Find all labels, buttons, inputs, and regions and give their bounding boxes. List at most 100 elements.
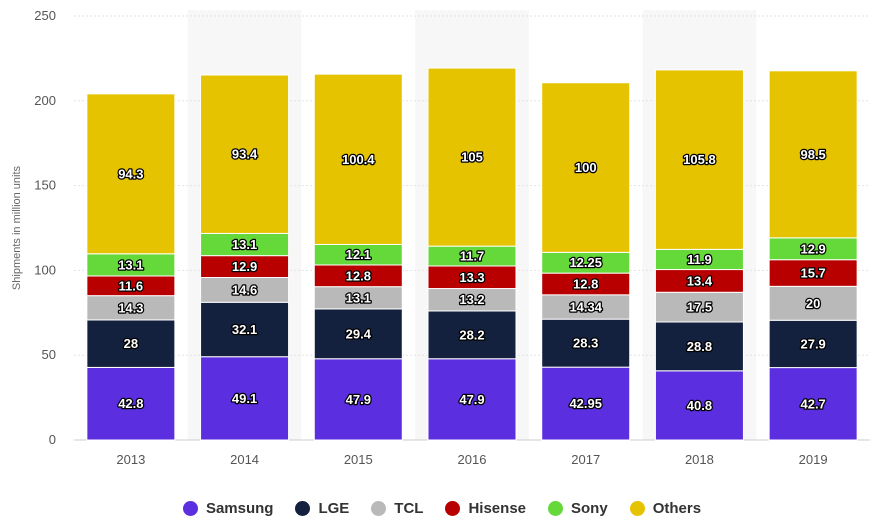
data-label: 98.5: [800, 147, 825, 162]
x-tick-label: 2018: [685, 452, 714, 467]
bar-samsung: [541, 366, 631, 441]
data-label: 14.34: [569, 299, 602, 314]
legend-marker-icon: [445, 500, 461, 516]
data-label: 28.3: [573, 336, 598, 351]
bar-samsung: [313, 358, 403, 441]
x-tick-label: 2017: [571, 452, 600, 467]
bar-samsung: [654, 370, 744, 441]
data-label: 14.6: [232, 282, 257, 297]
y-tick-label: 200: [34, 93, 56, 108]
data-label: 32.1: [232, 322, 257, 337]
bar-samsung: [86, 366, 176, 441]
data-label: 94.3: [118, 166, 143, 181]
data-labels: 42.8 28 14.3 11.6 13.1 94.3 49.1 32.1 14.6 12.9 13…: [117, 145, 827, 414]
data-label: 15.7: [800, 266, 825, 281]
x-axis-ticks: 2013 2014 2015 2016 2017 2018 2019: [116, 452, 827, 467]
legend-marker-icon: [371, 500, 387, 516]
data-label: 93.4: [232, 147, 258, 162]
legend-label: TCL: [394, 499, 424, 517]
data-label: 42.8: [118, 396, 143, 411]
data-label: 105: [461, 150, 483, 165]
data-label: 28.8: [687, 339, 712, 354]
data-label: 11.6: [119, 278, 144, 293]
legend: Samsung LGE TCL Hisense Sony Others: [0, 496, 884, 520]
data-label: 12.25: [569, 255, 602, 270]
bar-lge: [427, 310, 517, 360]
bar-tcl: [541, 294, 631, 320]
data-label: 42.7: [800, 396, 825, 411]
legend-label: Samsung: [205, 499, 274, 517]
data-label: 14.3: [118, 300, 143, 315]
y-tick-label: 100: [34, 262, 56, 277]
data-label: 11.7: [460, 249, 485, 264]
bar-segments: [86, 67, 858, 441]
data-label: 13.3: [459, 270, 484, 285]
legend-item-others[interactable]: Others: [629, 499, 702, 517]
legend-label: Hisense: [468, 499, 527, 517]
bar-tcl: [200, 277, 290, 303]
data-label: 27.9: [800, 336, 825, 351]
data-label: 47.9: [459, 392, 484, 407]
bar-hisense: [768, 259, 858, 287]
x-tick-label: 2016: [458, 452, 487, 467]
bar-lge: [86, 319, 176, 368]
bar-others: [541, 82, 631, 253]
data-label: 12.9: [232, 259, 257, 274]
y-tick-label: 50: [42, 347, 56, 362]
legend-item-lge[interactable]: LGE: [295, 500, 349, 517]
data-label: 42.95: [569, 396, 602, 411]
data-label: 49.1: [232, 391, 257, 406]
legend-marker-icon: [182, 500, 198, 516]
data-label: 13.1: [232, 237, 257, 252]
legend-marker-icon: [629, 500, 645, 516]
bar-others: [86, 93, 176, 255]
legend-label: Others: [652, 499, 702, 517]
data-label: 28.2: [459, 327, 484, 342]
bar-tcl: [86, 295, 176, 321]
legend-item-sony[interactable]: Sony: [548, 500, 608, 517]
legend-item-tcl[interactable]: TCL: [371, 500, 423, 517]
x-tick-label: 2014: [230, 452, 259, 467]
data-label: 12.9: [800, 241, 825, 256]
bar-others: [427, 67, 517, 247]
y-tick-label: 250: [34, 8, 56, 23]
legend-item-samsung[interactable]: Samsung: [182, 499, 274, 517]
data-label: 40.8: [687, 398, 712, 413]
data-label: 13.1: [346, 290, 371, 305]
data-label: 17.5: [687, 300, 712, 315]
bar-lge: [768, 319, 858, 369]
y-tick-label: 150: [34, 178, 56, 193]
data-label: 11.9: [687, 252, 712, 267]
data-label: 100: [575, 160, 597, 175]
data-label: 28: [124, 336, 138, 351]
legend-label: LGE: [318, 499, 350, 517]
bar-others: [654, 69, 744, 250]
data-label: 29.4: [346, 326, 372, 341]
data-label: 12.1: [346, 247, 371, 262]
data-label: 105.8: [683, 152, 716, 167]
stacked-bar-chart: 0 50 100 150 200 250 Shipments in million uni…: [11, 8, 870, 467]
x-tick-label: 2013: [116, 452, 145, 467]
y-axis-ticks: 0 50 100 150 200 250: [34, 8, 56, 447]
x-tick-label: 2015: [344, 452, 373, 467]
x-tick-label: 2019: [799, 452, 828, 467]
legend-item-hisense[interactable]: Hisense: [445, 500, 526, 517]
bar-samsung: [200, 356, 290, 441]
data-label: 12.8: [573, 276, 598, 291]
bar-others: [200, 74, 290, 234]
bar-samsung: [768, 367, 858, 441]
legend-marker-icon: [548, 500, 564, 516]
data-label: 13.1: [118, 257, 143, 272]
bar-lge: [541, 318, 631, 368]
legend-label: Sony: [571, 499, 608, 517]
legend-marker-icon: [295, 500, 311, 516]
bar-lge: [654, 321, 744, 372]
data-label: 12.8: [346, 268, 371, 283]
bar-others: [313, 73, 403, 245]
data-label: 100.4: [342, 152, 375, 167]
bar-samsung: [427, 358, 517, 441]
data-label: 20: [806, 296, 820, 311]
data-label: 47.9: [346, 392, 371, 407]
y-axis-label: Shipments in million units: [11, 165, 23, 290]
y-tick-label: 0: [49, 432, 56, 447]
